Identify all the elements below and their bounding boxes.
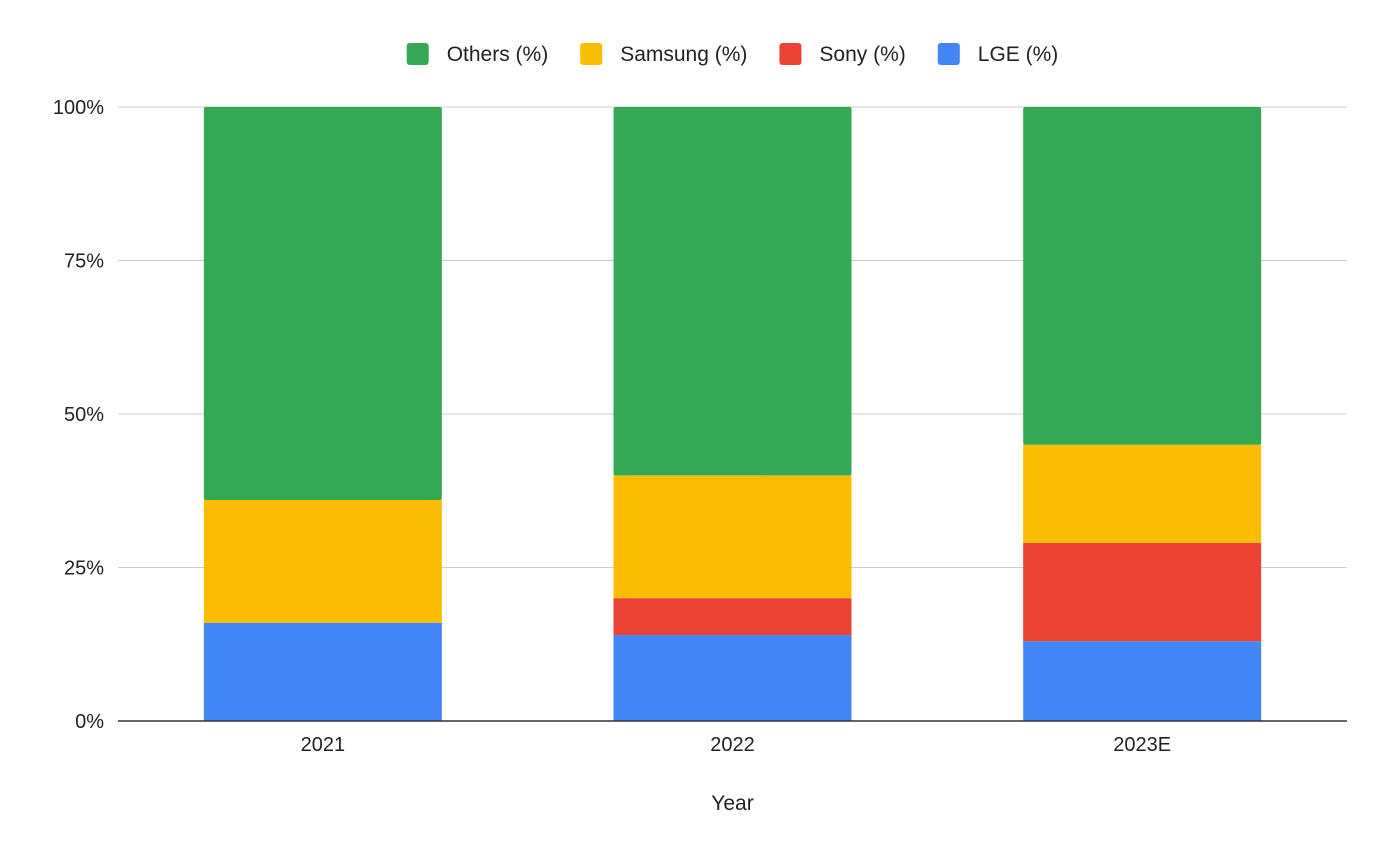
legend: Others (%) Samsung (%) Sony (%) LGE (%) — [406, 43, 1059, 66]
bar-segment-lge-2022 — [613, 635, 852, 721]
bar-segment-samsung-2022 — [613, 475, 852, 599]
legend-swatch — [779, 43, 802, 65]
bar-segment-lge-2021 — [203, 622, 442, 721]
legend-label: Sony (%) — [819, 43, 905, 66]
y-tick-label: 0% — [75, 711, 104, 733]
legend-swatch — [937, 43, 960, 65]
bars — [203, 107, 1262, 721]
x-axis-title: Year — [711, 792, 753, 815]
axes: 0% 25% 50% 75% 100% 2021 2022 2023E — [53, 97, 1347, 756]
legend-item: Others (%) — [406, 43, 549, 66]
y-tick-label: 100% — [53, 97, 104, 119]
legend-swatch — [580, 43, 603, 65]
legend-label: Others (%) — [447, 43, 549, 66]
bar-segment-lge-2023e — [1023, 641, 1262, 721]
bar-segment-others-2021 — [203, 107, 442, 500]
bar-segment-samsung-2021 — [203, 499, 442, 623]
y-tick-label: 50% — [64, 404, 104, 426]
legend-item: Sony (%) — [779, 43, 906, 66]
bar-segment-samsung-2023e — [1023, 444, 1262, 543]
legend-swatch — [406, 43, 429, 65]
legend-label: LGE (%) — [978, 43, 1059, 66]
legend-item: LGE (%) — [937, 43, 1059, 66]
bar-segment-sony-2023e — [1023, 542, 1262, 642]
legend-label: Samsung (%) — [620, 43, 747, 66]
bar-segment-others-2023e — [1023, 107, 1262, 445]
y-tick-label: 75% — [64, 251, 104, 273]
x-tick-label: 2023E — [1113, 734, 1171, 756]
y-tick-label: 25% — [64, 558, 104, 580]
x-tick-label: 2022 — [710, 734, 755, 756]
x-tick-label: 2021 — [301, 734, 346, 756]
bar-segment-sony-2022 — [613, 598, 852, 636]
bar-segment-others-2022 — [613, 107, 852, 476]
legend-item: Samsung (%) — [580, 43, 747, 66]
